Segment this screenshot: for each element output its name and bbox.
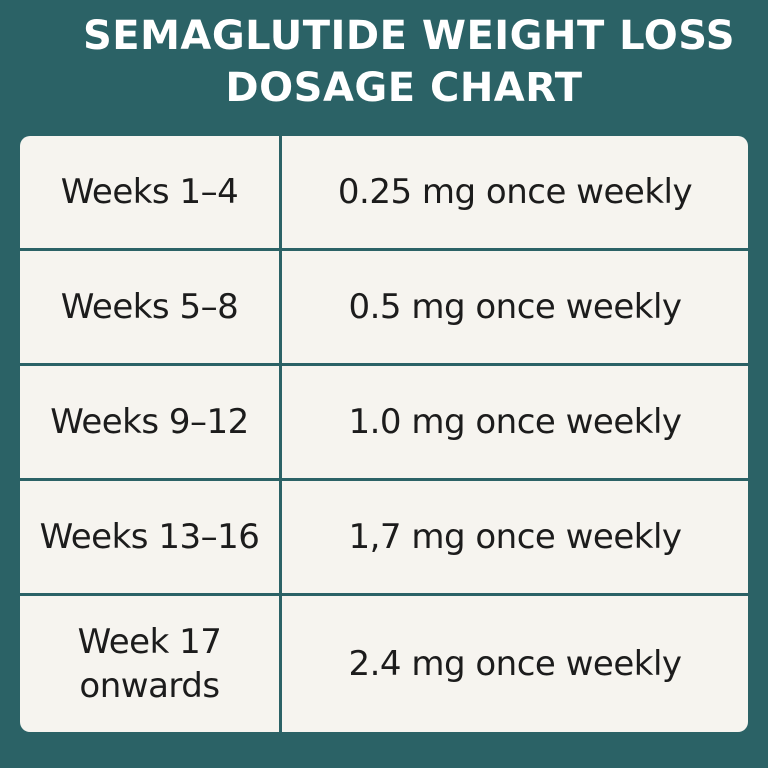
table-row: Weeks 13–16 1,7 mg once weekly xyxy=(20,481,748,593)
title-line-1: SEMAGLUTIDE WEIGHT LOSS xyxy=(82,13,736,59)
period-label-line-2: onwards xyxy=(79,666,220,706)
period-cell: Weeks 9–12 xyxy=(20,366,279,478)
row-divider xyxy=(20,478,748,481)
dose-cell: 2.4 mg once weekly xyxy=(282,596,748,732)
table-row: Week 17 onwards 2.4 mg once weekly xyxy=(20,596,748,732)
period-label-line-1: Week 17 xyxy=(77,622,222,662)
row-divider xyxy=(20,248,748,251)
dose-cell: 1.0 mg once weekly xyxy=(282,366,748,478)
period-cell: Weeks 13–16 xyxy=(20,481,279,593)
dose-cell: 0.25 mg once weekly xyxy=(282,136,748,248)
dose-label: 0.5 mg once weekly xyxy=(348,287,682,327)
period-cell: Week 17 onwards xyxy=(20,596,279,732)
dose-label: 1.0 mg once weekly xyxy=(348,402,682,442)
period-label: Weeks 9–12 xyxy=(50,402,249,442)
dose-label: 2.4 mg once weekly xyxy=(348,644,682,684)
period-label: Weeks 1–4 xyxy=(60,172,239,212)
table-row: Weeks 5–8 0.5 mg once weekly xyxy=(20,251,748,363)
dose-cell: 0.5 mg once weekly xyxy=(282,251,748,363)
table-row: Weeks 9–12 1.0 mg once weekly xyxy=(20,366,748,478)
period-label: Weeks 5–8 xyxy=(60,287,239,327)
row-divider xyxy=(20,593,748,596)
period-cell: Weeks 1–4 xyxy=(20,136,279,248)
dosage-table: Weeks 1–4 0.25 mg once weekly Weeks 5–8 … xyxy=(20,136,748,732)
table-row: Weeks 1–4 0.25 mg once weekly xyxy=(20,136,748,248)
column-divider xyxy=(279,136,282,732)
title-line-2: DOSAGE CHART xyxy=(225,65,583,111)
row-divider xyxy=(20,363,748,366)
period-cell: Weeks 5–8 xyxy=(20,251,279,363)
dose-label: 0.25 mg once weekly xyxy=(337,172,693,212)
page-title: SEMAGLUTIDE WEIGHT LOSS DOSAGE CHART xyxy=(0,10,768,114)
dose-label: 1,7 mg once weekly xyxy=(348,517,682,557)
dose-cell: 1,7 mg once weekly xyxy=(282,481,748,593)
period-label: Weeks 13–16 xyxy=(39,517,260,557)
